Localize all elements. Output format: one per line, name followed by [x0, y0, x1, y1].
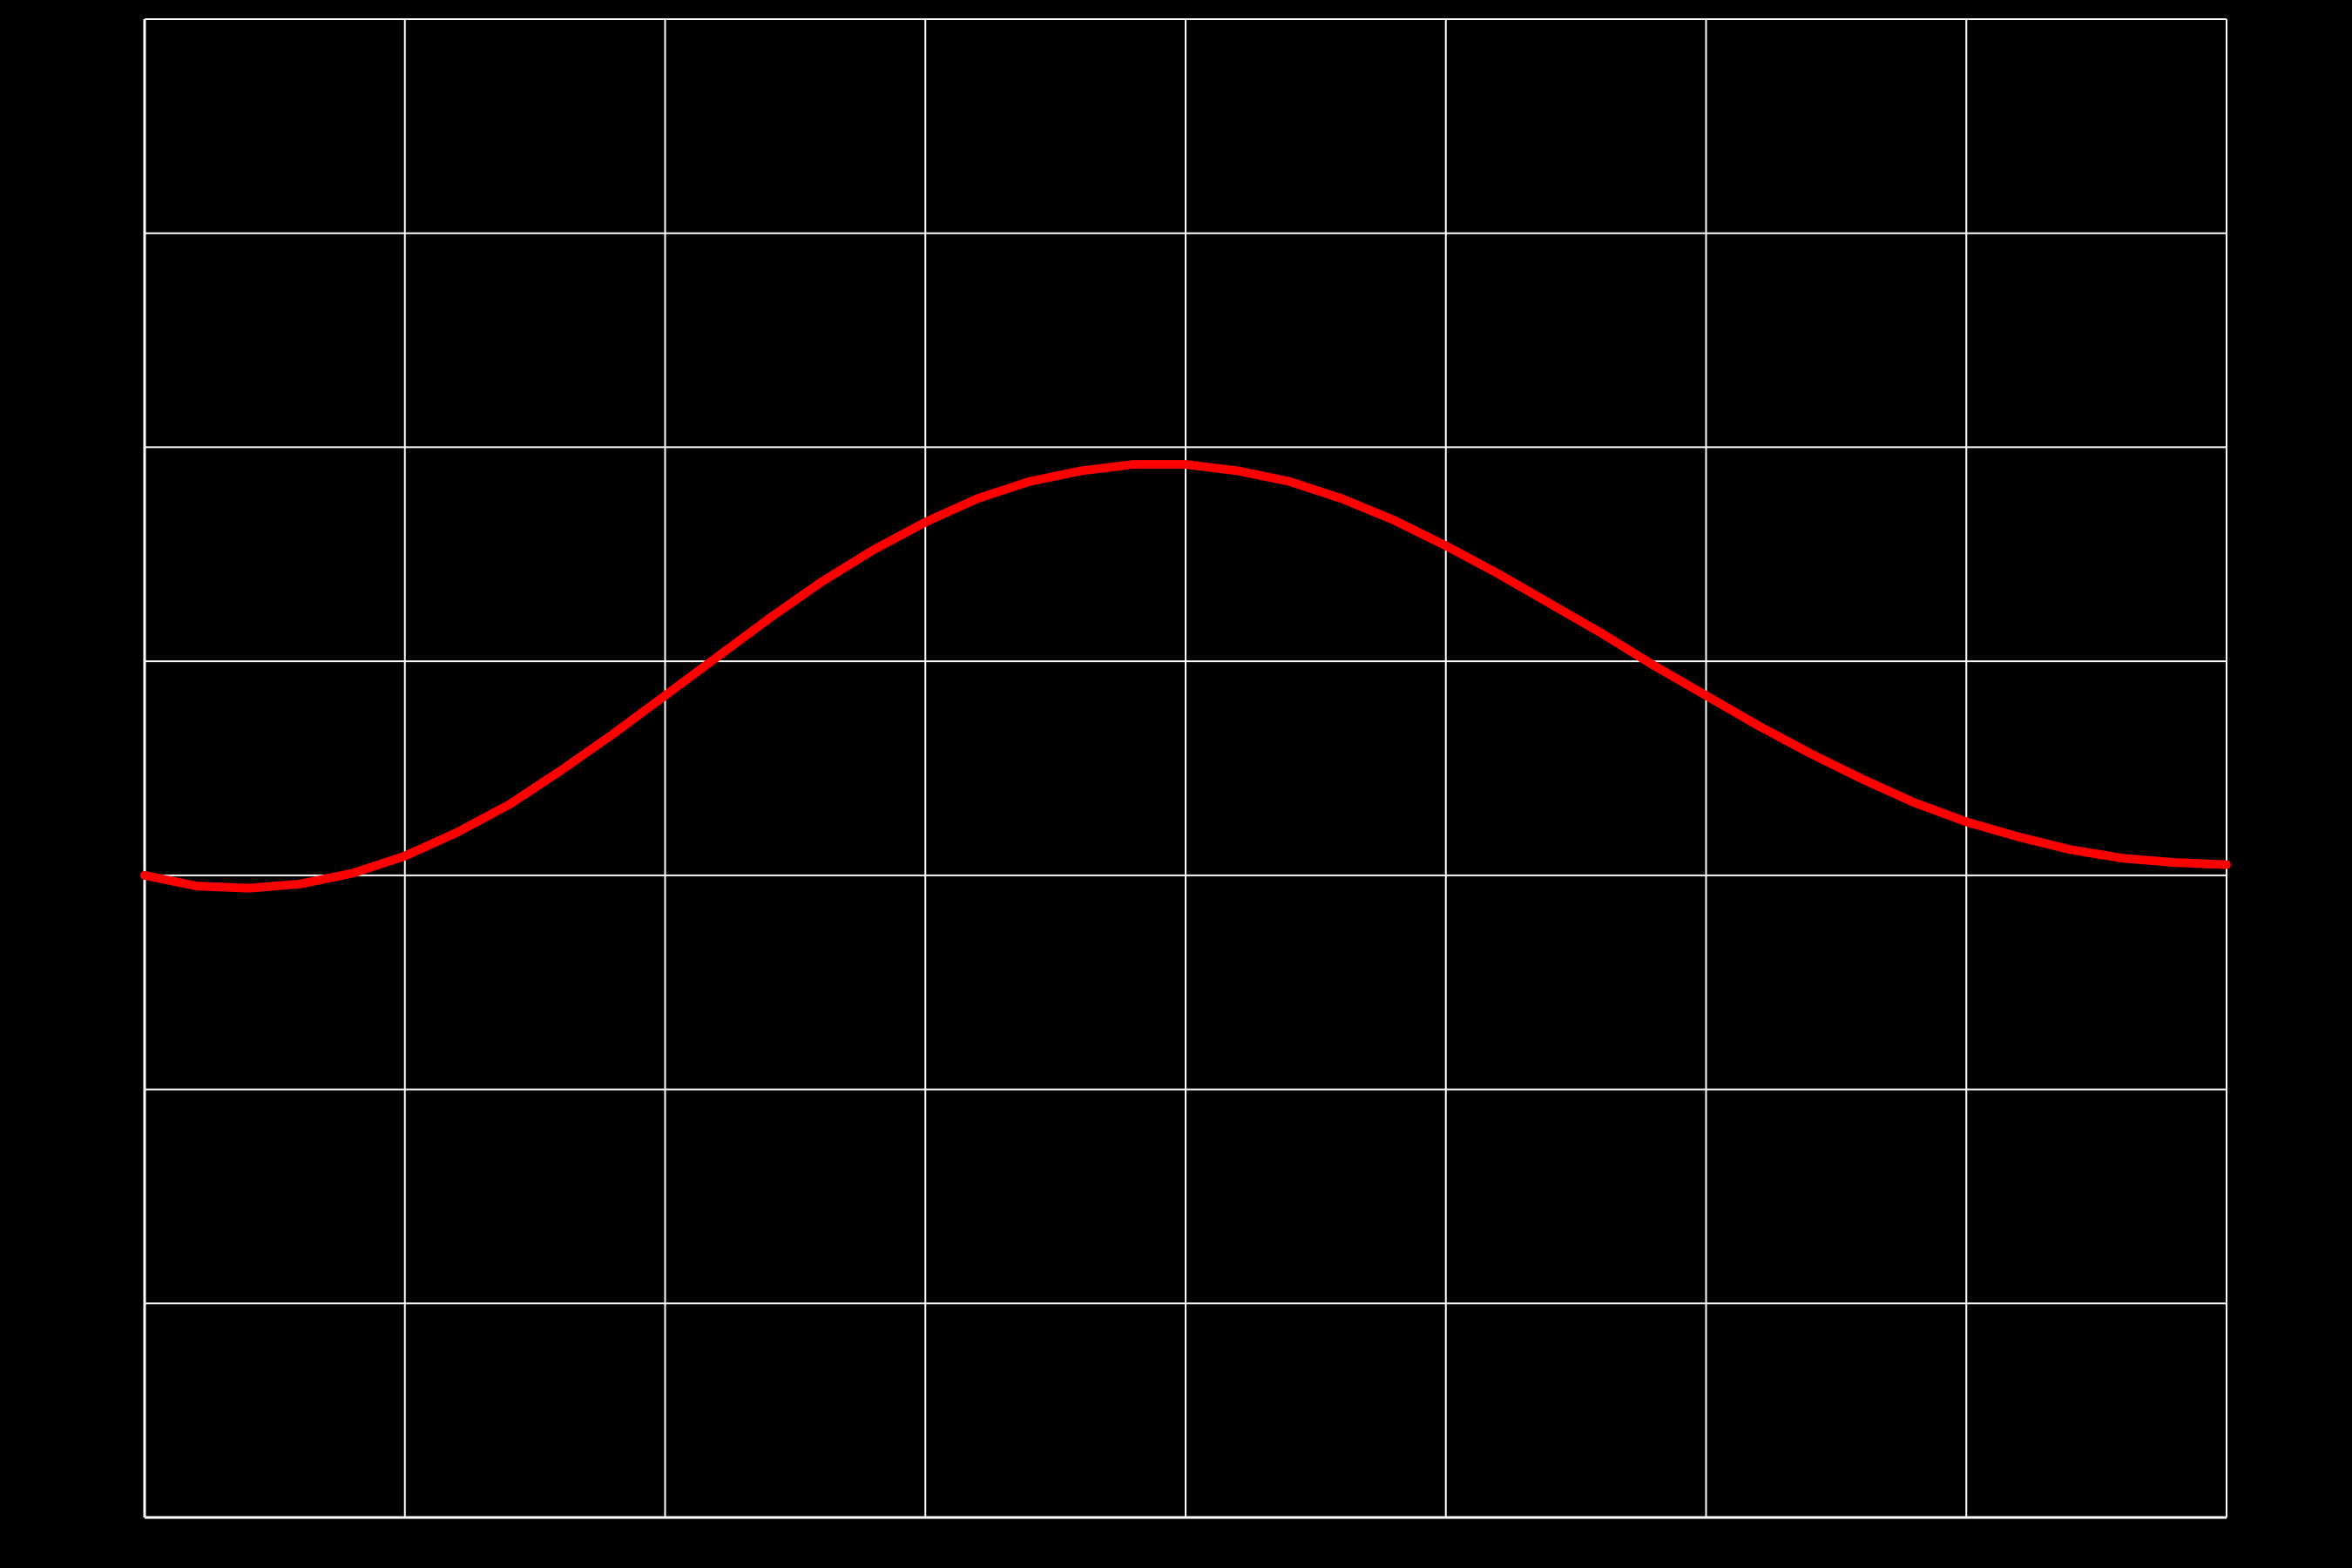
chart-background [0, 0, 2352, 1568]
chart-container [0, 0, 2352, 1568]
line-chart [0, 0, 2352, 1568]
